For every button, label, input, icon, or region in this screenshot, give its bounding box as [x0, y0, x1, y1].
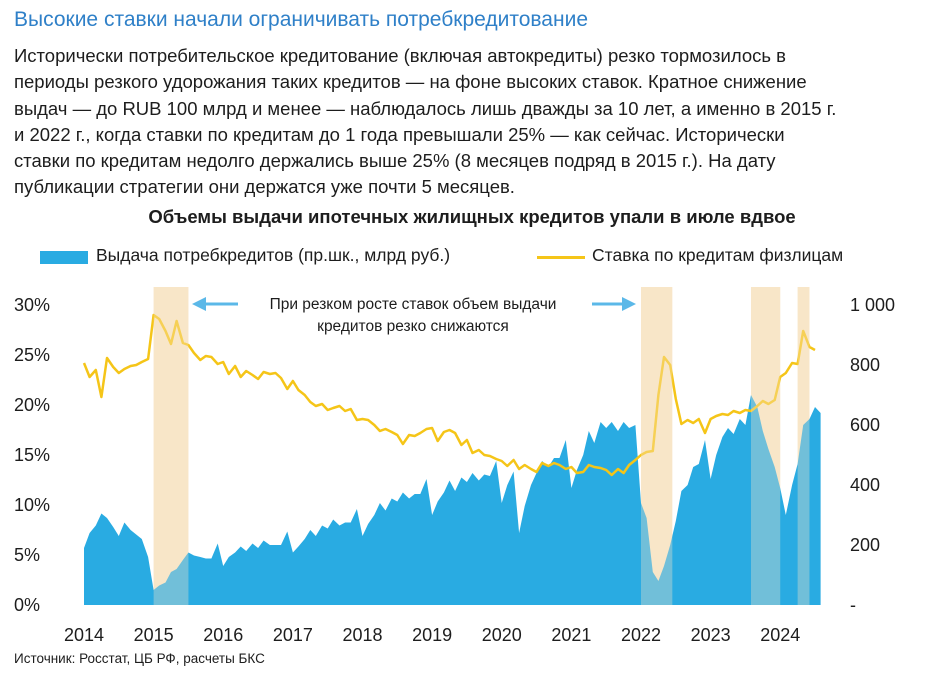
x-axis-ticks: 2014 2015 2016 2017 2018 2019 2020 2021 2022 2023… [64, 625, 800, 645]
annotation-arrowhead-left [192, 297, 206, 311]
x-axis-tick: 2018 [342, 625, 382, 645]
x-axis-tick: 2019 [412, 625, 452, 645]
right-axis-tick: 800 [850, 355, 880, 375]
highlight-overlay [153, 287, 189, 605]
left-axis-tick: 10% [14, 495, 50, 515]
right-axis-tick: 200 [850, 535, 880, 555]
paragraph-line: периоды резкого удорожания таких кредито… [14, 71, 807, 93]
legend-area-label: Выдача потребкредитов (пр.шк., млрд руб.… [96, 245, 451, 265]
x-axis-tick: 2014 [64, 625, 104, 645]
right-axis-ticks: 1 000 800 600 400 200 - [850, 295, 895, 615]
chart-title: Объемы выдачи ипотечных жилищных кредито… [148, 206, 796, 227]
x-axis-tick: 2020 [482, 625, 522, 645]
left-axis-tick: 25% [14, 345, 50, 365]
rate-line-path [82, 313, 816, 477]
highlight-overlay [750, 287, 781, 605]
x-axis-tick: 2022 [621, 625, 661, 645]
legend-area-swatch [40, 251, 88, 264]
highlight-overlay [640, 287, 673, 605]
left-axis-tick: 5% [14, 545, 40, 565]
x-axis-tick: 2023 [691, 625, 731, 645]
legend-line-label: Ставка по кредитам физлицам [592, 245, 844, 265]
left-axis-tick: 20% [14, 395, 50, 415]
issuance-area-path [84, 395, 821, 605]
page-title: Высокие ставки начали ограничивать потре… [14, 8, 588, 31]
annotation-line-1: При резком росте ставок объем выдачи [270, 296, 557, 313]
annotation-arrowhead-right [622, 297, 636, 311]
x-axis-tick: 2024 [760, 625, 800, 645]
left-axis-ticks: 30% 25% 20% 15% 10% 5% 0% [14, 295, 50, 615]
right-axis-tick: - [850, 595, 856, 615]
paragraph-line: Исторически потребительское кредитование… [14, 45, 786, 66]
right-axis-tick: 1 000 [850, 295, 895, 315]
paragraph-line: публикации стратегии они держатся уже по… [14, 176, 515, 198]
highlight-overlay [797, 287, 810, 605]
rate-line [82, 313, 816, 477]
source-note: Источник: Росстат, ЦБ РФ, расчеты БКС [14, 651, 265, 666]
paragraph-line: выдач — до RUB 100 млрд и менее — наблюд… [14, 97, 837, 119]
right-axis-tick: 400 [850, 475, 880, 495]
x-axis-tick: 2016 [203, 625, 243, 645]
chart-plot: 30% 25% 20% 15% 10% 5% 0% 1 000 800 600 400 200 - 2… [14, 287, 895, 645]
paragraph-line: ставки по кредитам недолго держались выш… [14, 150, 776, 172]
x-axis-tick: 2021 [551, 625, 591, 645]
paragraph-line: и 2022 г., когда ставки по кредитам до 1… [14, 123, 785, 145]
legend-line-swatch [537, 256, 585, 259]
x-axis-tick: 2017 [273, 625, 313, 645]
issuance-area [84, 395, 821, 605]
annotation-line-2: кредитов резко снижаются [317, 318, 509, 335]
left-axis-tick: 0% [14, 595, 40, 615]
intro-paragraph: Исторически потребительское кредитование… [14, 43, 934, 201]
annotation: При резком росте ставок объем выдачи кре… [192, 296, 636, 335]
left-axis-tick: 30% [14, 295, 50, 315]
right-axis-tick: 600 [850, 415, 880, 435]
x-axis-tick: 2015 [134, 625, 174, 645]
left-axis-tick: 15% [14, 445, 50, 465]
